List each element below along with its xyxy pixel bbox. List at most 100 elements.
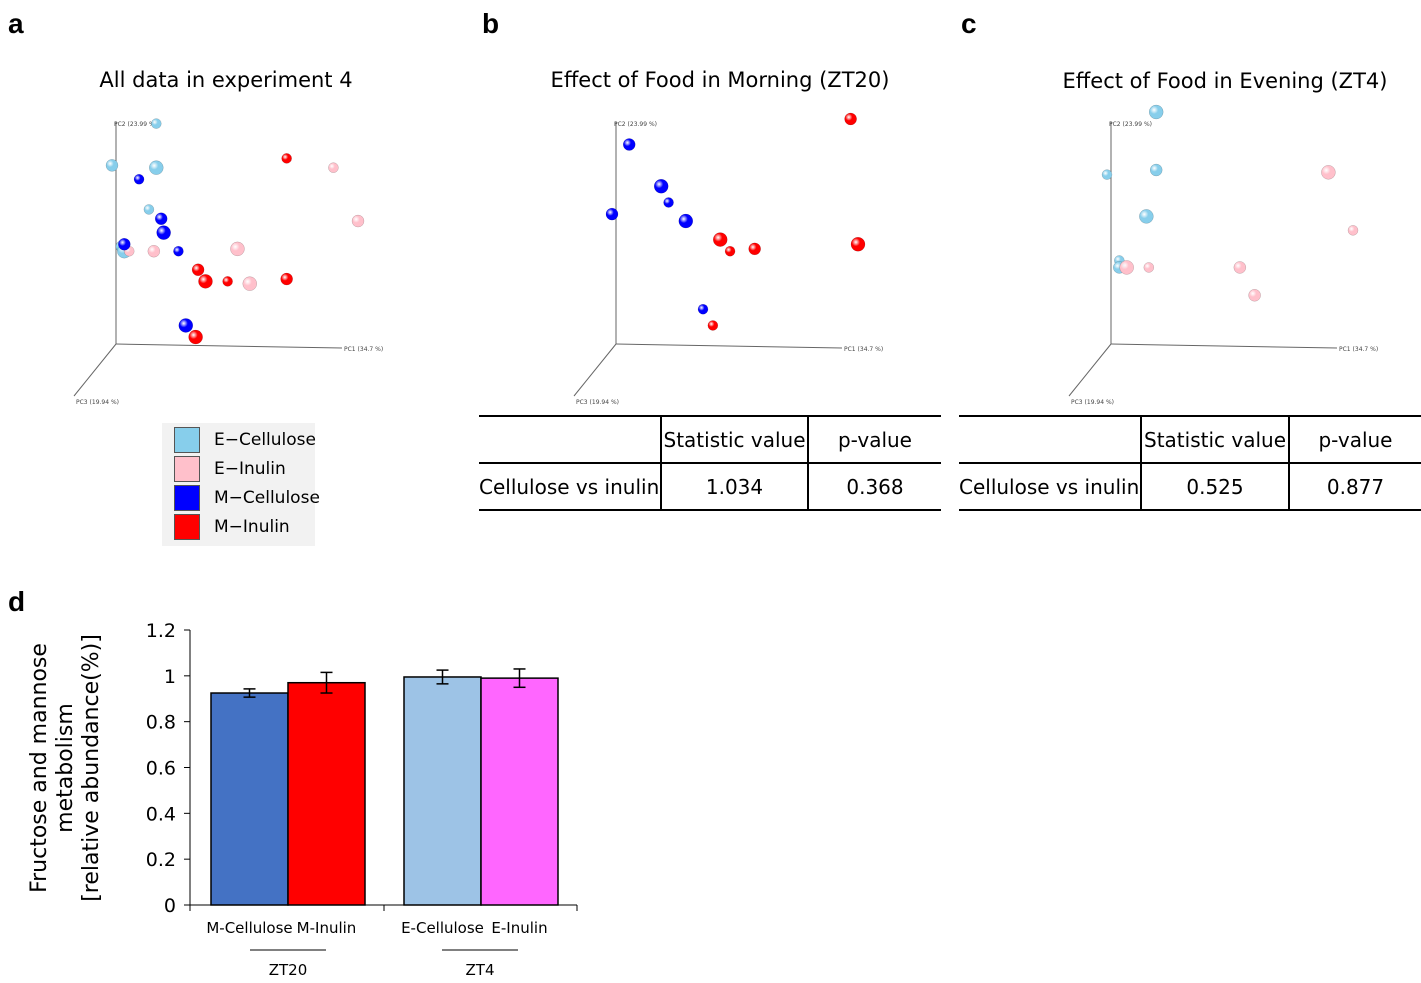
- pca-plot-b: PC2 (23.99 %) PC1 (34.7 %) PC3 (19.94 %): [573, 112, 883, 406]
- panel-letter-b: b: [482, 8, 500, 39]
- pca-point: [663, 197, 674, 208]
- pc3-axis-label: PC3 (19.94 %): [576, 399, 619, 406]
- pca-point: [191, 263, 205, 277]
- pca-point: [622, 138, 636, 151]
- table-header-cell: [479, 415, 662, 464]
- pca-point: [1101, 169, 1113, 180]
- pca-point: [222, 276, 233, 287]
- category-label: E-Inulin: [491, 919, 547, 937]
- pca-point: [1149, 163, 1163, 177]
- panel-letter-c: c: [961, 8, 977, 39]
- pca-point: [118, 237, 131, 251]
- pc2-axis-label: PC2 (23.99 %): [1109, 121, 1152, 128]
- pc1-axis: [615, 343, 843, 349]
- pca-point: [188, 329, 203, 345]
- pca-plot-a: PC2 (23.99 %) PC1 (34.7 %) PC3 (19.94 %): [73, 118, 383, 406]
- pca-point: [105, 159, 119, 172]
- pca-point: [281, 153, 292, 164]
- category-label: M-Inulin: [297, 919, 357, 937]
- pca-point: [154, 212, 168, 225]
- pca-plot-c: PC2 (23.99 %) PC1 (34.7 %) PC3 (19.94 %): [1068, 104, 1378, 406]
- pc1-axis-label: PC1 (34.7 %): [844, 346, 883, 353]
- legend-swatch: [174, 427, 200, 453]
- pc3-axis-label: PC3 (19.94 %): [76, 399, 119, 406]
- pc1-axis: [1110, 343, 1338, 349]
- table-cell-statistic: 1.034: [661, 463, 809, 511]
- y-tick-label: 1: [164, 666, 176, 688]
- table-row-label: Cellulose vs inulin: [959, 463, 1142, 511]
- pca-point: [242, 276, 258, 291]
- stats-table-b: Statistic value p-value Cellulose vs inu…: [479, 415, 941, 511]
- pca-point: [133, 174, 145, 185]
- pca-point: [1248, 289, 1261, 302]
- bar: [480, 677, 559, 906]
- table-header-cell: [959, 415, 1142, 464]
- legend-item: M−Inulin: [174, 514, 290, 540]
- pc2-axis-label: PC2 (23.99 %): [614, 121, 657, 128]
- legend-item: E−Inulin: [174, 456, 286, 482]
- legend-label: E−Cellulose: [214, 430, 316, 450]
- pca-point: [151, 118, 162, 129]
- table-row-label: Cellulose vs inulin: [479, 463, 662, 511]
- pca-point: [147, 244, 161, 258]
- pca-point: [678, 213, 694, 229]
- bar-chart-d: 0 0.2 0.4 0.6 0.8 1 1.2 Fructose and mannosemet…: [27, 620, 578, 979]
- pca-point: [653, 178, 669, 194]
- pc3-axis-label: PC3 (19.94 %): [1071, 399, 1114, 406]
- table-header-cell: p-value: [1289, 415, 1421, 464]
- y-tick-label: 0.2: [146, 849, 176, 871]
- panel-letter-a: a: [8, 8, 24, 39]
- pca-point: [143, 204, 155, 215]
- stats-table-c: Statistic value p-value Cellulose vs inu…: [959, 415, 1421, 511]
- bar: [287, 681, 366, 906]
- pca-point: [173, 245, 184, 257]
- pca-point: [697, 303, 709, 315]
- group-label: ZT20: [269, 961, 308, 979]
- table-header-cell: Statistic value: [661, 415, 809, 464]
- category-label: E-Cellulose: [401, 919, 484, 937]
- pca-point: [230, 241, 245, 257]
- pca-point: [707, 320, 719, 331]
- y-tick-label: 0.8: [146, 712, 176, 734]
- y-axis-label-line: metabolism: [53, 703, 78, 833]
- pca-point: [351, 214, 365, 228]
- pca-point: [149, 160, 164, 175]
- y-axis-label-line: Fructose and mannose: [27, 643, 52, 893]
- y-tick-label: 0.4: [146, 803, 176, 825]
- y-tick-label: 0.6: [146, 758, 176, 780]
- pca-point: [156, 225, 171, 240]
- y-axis-label: Fructose and mannosemetabolism[relative …: [27, 634, 104, 902]
- legend-swatch: [174, 456, 200, 482]
- y-tick-label: 1.2: [146, 620, 176, 642]
- pc3-axis: [1068, 343, 1112, 397]
- pca-point: [724, 245, 736, 257]
- table-cell-pvalue: 0.877: [1289, 463, 1421, 511]
- legend-label: M−Cellulose: [214, 488, 320, 508]
- plot-title-a: All data in experiment 4: [99, 68, 353, 92]
- pc3-axis: [73, 343, 117, 397]
- pca-point: [1139, 209, 1154, 224]
- group-label: ZT4: [466, 961, 495, 979]
- legend-label: M−Inulin: [214, 517, 290, 537]
- bar: [403, 676, 482, 906]
- panel-letter-d: d: [8, 586, 26, 617]
- pc1-axis-label: PC1 (34.7 %): [344, 346, 383, 353]
- pca-point: [1148, 104, 1164, 120]
- table-cell-pvalue: 0.368: [808, 463, 941, 511]
- pca-point: [850, 236, 866, 252]
- pca-point: [712, 232, 728, 247]
- pca-point: [748, 242, 761, 256]
- pca-point: [198, 274, 213, 289]
- table-cell-statistic: 0.525: [1141, 463, 1290, 511]
- pca-point: [1347, 225, 1359, 236]
- category-label: M-Cellulose: [206, 919, 292, 937]
- legend: E−Cellulose E−Inulin M−Cellulose M−Inuli…: [162, 423, 320, 546]
- pc3-axis: [573, 343, 617, 397]
- pca-point: [1233, 261, 1247, 274]
- legend-swatch: [174, 485, 200, 511]
- pca-point: [605, 207, 619, 221]
- pc1-axis-label: PC1 (34.7 %): [1339, 346, 1378, 353]
- pca-point: [1143, 262, 1155, 273]
- pca-point: [328, 162, 339, 173]
- y-tick-label: 0: [164, 895, 176, 917]
